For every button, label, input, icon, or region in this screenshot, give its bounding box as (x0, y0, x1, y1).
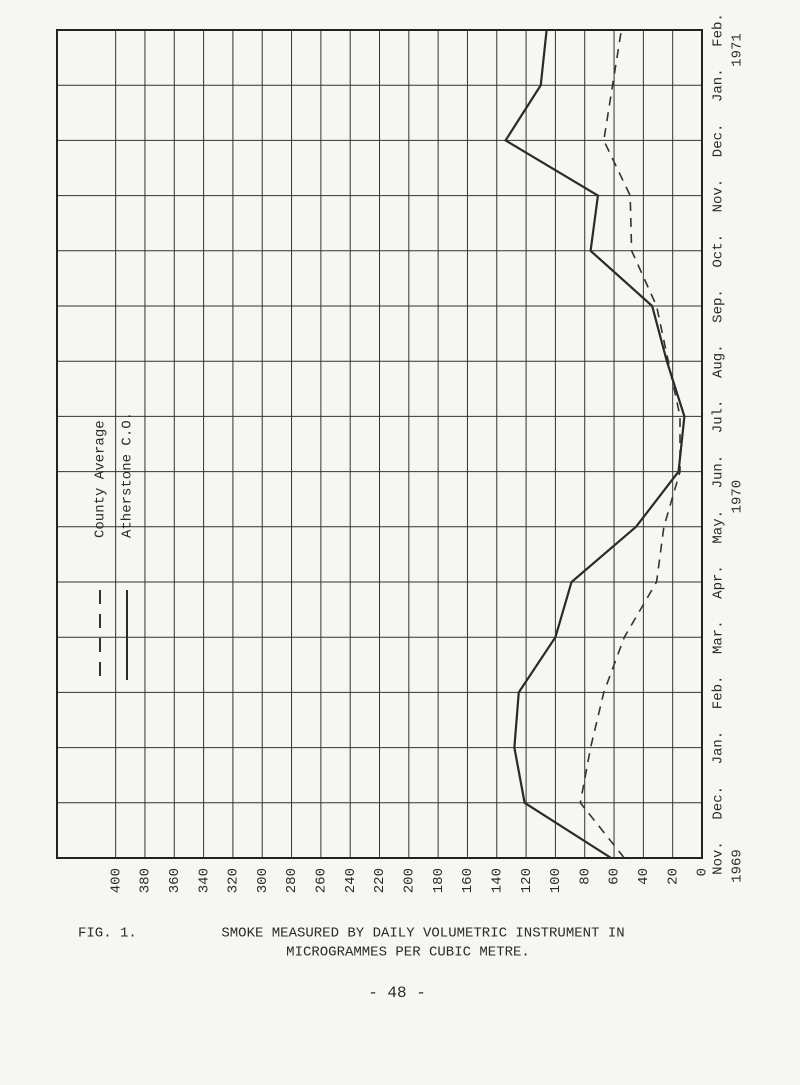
x-tick-label: Mar. (711, 620, 727, 654)
x-tick-label: Jun. (711, 455, 727, 489)
y-tick-label: 340 (196, 868, 212, 893)
y-tick-label: 100 (548, 868, 564, 893)
year-label: 1971 (730, 33, 746, 67)
x-tick-label: Aug. (711, 344, 727, 378)
year-label: 1969 (730, 849, 746, 883)
y-tick-label: 180 (431, 868, 447, 893)
y-tick-label: 280 (284, 868, 300, 893)
page-number: - 48 - (368, 984, 426, 1002)
x-tick-label: Jul. (711, 400, 727, 434)
figure-label: FIG. 1. (78, 926, 137, 942)
x-tick-label: Jan. (711, 731, 727, 765)
x-tick-label: Oct. (711, 234, 727, 268)
y-tick-label: 60 (607, 868, 623, 885)
y-tick-label: 380 (138, 868, 154, 893)
x-tick-label: Feb. (711, 676, 727, 710)
x-tick-label: Sep. (711, 289, 727, 323)
y-tick-label: 400 (108, 868, 124, 893)
legend-label: County Average (93, 420, 109, 538)
x-tick-label: Feb. (711, 13, 727, 47)
y-tick-label: 320 (226, 868, 242, 893)
y-tick-label: 140 (489, 868, 505, 893)
y-tick-label: 0 (695, 868, 711, 876)
caption-line: SMOKE MEASURED BY DAILY VOLUMETRIC INSTR… (221, 926, 624, 942)
plot-frame (56, 29, 703, 859)
year-label: 1970 (730, 480, 746, 514)
y-tick-label: 220 (372, 868, 388, 893)
y-tick-label: 240 (343, 868, 359, 893)
y-tick-label: 200 (402, 868, 418, 893)
y-tick-label: 300 (255, 868, 271, 893)
x-tick-label: Dec. (711, 786, 727, 820)
data-line (579, 29, 681, 859)
y-tick-label: 260 (314, 868, 330, 893)
x-tick-label: Nov. (711, 179, 727, 213)
y-tick-label: 20 (665, 868, 681, 885)
data-line (504, 29, 686, 859)
x-tick-label: Apr. (711, 565, 727, 599)
x-tick-label: May. (711, 510, 727, 544)
x-tick-label: Nov. (711, 841, 727, 875)
y-tick-label: 120 (519, 868, 535, 893)
y-tick-label: 160 (460, 868, 476, 893)
y-tick-label: 40 (636, 868, 652, 885)
legend-label: Atherstone C.O. (120, 412, 136, 538)
caption-line: MICROGRAMMES PER CUBIC METRE. (286, 945, 530, 961)
y-tick-label: 80 (577, 868, 593, 885)
x-tick-label: Dec. (711, 124, 727, 158)
x-tick-label: Jan. (711, 68, 727, 102)
y-tick-label: 360 (167, 868, 183, 893)
